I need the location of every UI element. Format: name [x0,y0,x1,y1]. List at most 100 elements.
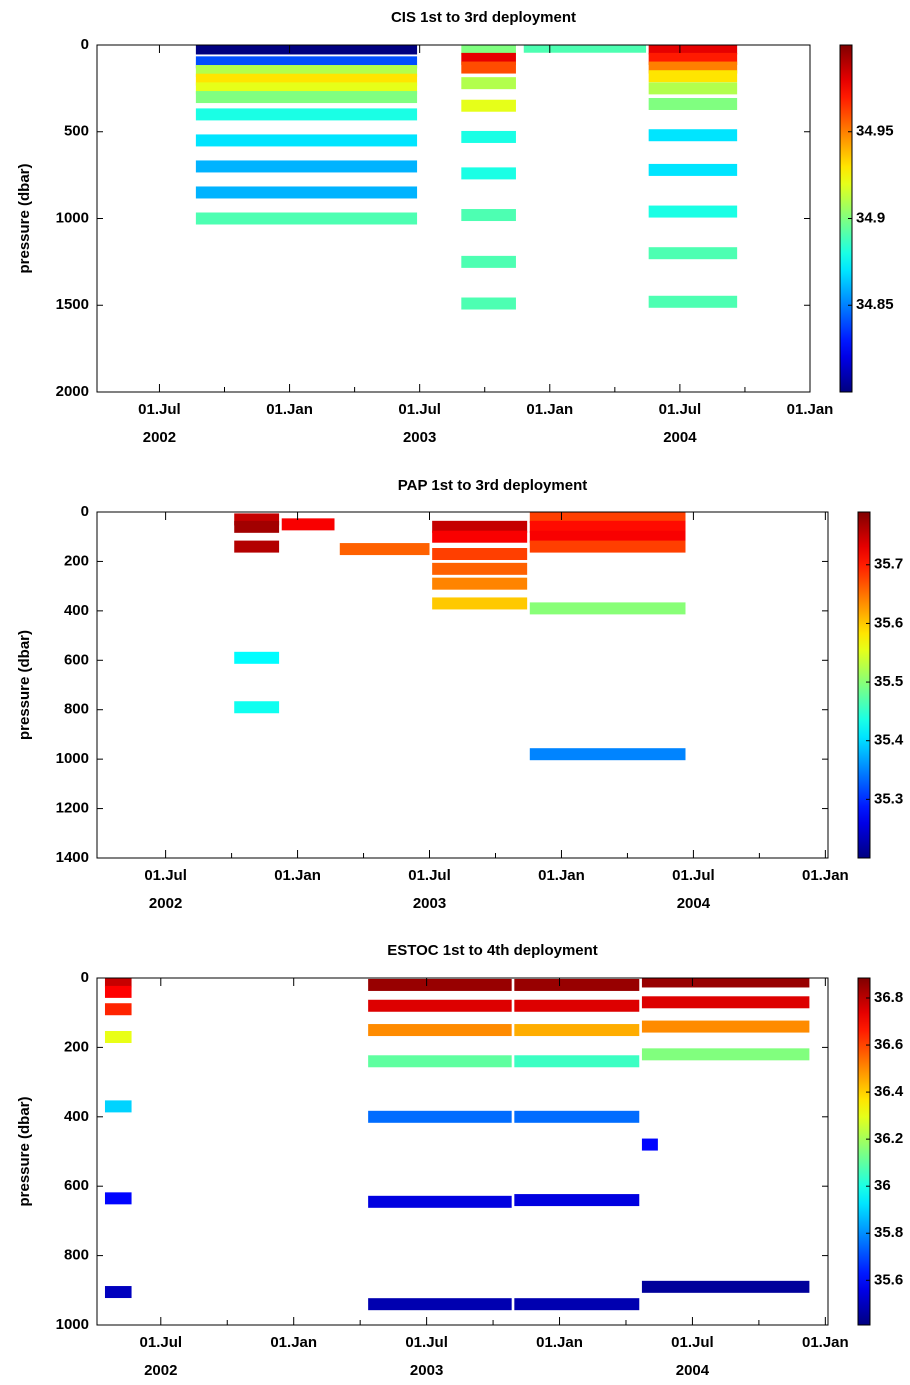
x-tick-label: 01.Jul [405,1334,448,1351]
x-tick-label: 01.Jan [538,867,585,884]
x-tick-label: 01.Jan [270,1334,317,1351]
sensor-band [234,701,280,714]
sensor-band [432,520,528,533]
y-tick-label: 400 [64,602,89,619]
x-year-label: 2004 [676,1362,710,1379]
x-tick-label: 01.Jul [672,867,715,884]
sensor-band [529,748,686,761]
x-tick-label: 01.Jul [398,401,441,418]
colorbar-tick-label: 35.4 [874,732,904,749]
colorbar-tick-label: 36.8 [874,989,903,1006]
sensor-band [641,1280,810,1293]
sensor-band [641,1048,810,1061]
plot-area [195,45,738,310]
y-tick-label: 1000 [56,1316,89,1333]
x-tick-label: 01.Jul [659,401,702,418]
colorbar-tick-label: 35.6 [874,614,903,631]
sensor-band [529,520,686,533]
y-tick-label: 600 [64,651,89,668]
y-axis-label: pressure (dbar) [16,1096,33,1206]
y-tick-label: 800 [64,1247,89,1264]
x-year-label: 2003 [410,1362,443,1379]
sensor-band [368,1110,512,1123]
x-tick-label: 01.Jan [802,1334,849,1351]
sensor-band [641,996,810,1009]
sensor-band [432,597,528,610]
sensor-band [104,985,132,998]
sensor-band [195,134,418,147]
sensor-band [648,295,738,308]
y-tick-label: 1400 [56,849,89,866]
sensor-band [648,129,738,142]
sensor-band [529,602,686,615]
sensor-band [368,1195,512,1208]
sensor-band [648,163,738,176]
colorbar-tick-label: 35.7 [874,556,903,573]
y-axis-label: pressure (dbar) [16,163,33,273]
sensor-band [234,520,280,533]
sensor-band [432,530,528,543]
colorbar-tick-label: 34.85 [856,296,894,313]
colorbar-tick-label: 36.4 [874,1083,904,1100]
sensor-band [461,130,516,143]
x-tick-label: 01.Jan [802,867,849,884]
sensor-band [514,978,640,991]
y-tick-label: 0 [81,36,89,53]
sensor-band [195,45,418,55]
sensor-band [195,212,418,225]
colorbar-tick-label: 34.9 [856,209,885,226]
sensor-band [195,160,418,173]
colorbar-tick-label: 36.2 [874,1130,903,1147]
y-tick-label: 200 [64,1038,89,1055]
x-tick-label: 01.Jul [671,1334,714,1351]
sensor-band [195,91,418,104]
sensor-band [368,978,512,991]
sensor-band [368,1298,512,1311]
sensor-band [529,530,686,543]
colorbar-tick-label: 35.8 [874,1224,903,1241]
sensor-band [281,518,335,531]
x-year-label: 2002 [149,895,182,912]
sensor-band [514,1298,640,1311]
sensor-band [104,1100,132,1113]
sensor-band [461,167,516,180]
y-tick-label: 1500 [56,296,89,313]
sensor-band [104,1286,132,1299]
sensor-band [195,108,418,121]
y-tick-label: 1000 [56,209,89,226]
sensor-band [432,562,528,575]
sensor-band [234,540,280,553]
sensor-band [432,577,528,590]
sensor-band [514,1110,640,1123]
sensor-band [104,1003,132,1016]
sensor-band [461,61,516,74]
x-year-label: 2004 [663,429,697,446]
sensor-band [432,548,528,561]
sensor-band [648,205,738,218]
x-year-label: 2002 [143,429,176,446]
x-tick-label: 01.Jan [274,867,321,884]
sensor-band [529,512,686,523]
sensor-band [648,70,738,83]
y-tick-label: 400 [64,1108,89,1125]
x-year-label: 2004 [677,895,711,912]
sensor-band [648,82,738,95]
sensor-band [368,1024,512,1037]
y-tick-label: 1200 [56,800,89,817]
y-axis-label: pressure (dbar) [16,630,33,740]
sensor-band [104,1030,132,1043]
sensor-band [514,1194,640,1207]
x-tick-label: 01.Jan [536,1334,583,1351]
x-tick-label: 01.Jan [526,401,573,418]
colorbar-tick-label: 35.6 [874,1271,903,1288]
x-tick-label: 01.Jul [144,867,187,884]
sensor-band [514,1055,640,1068]
sensor-band [461,99,516,112]
sensor-band [523,45,647,53]
x-year-label: 2003 [403,429,436,446]
colorbar-tick-label: 36.6 [874,1036,903,1053]
y-tick-label: 2000 [56,383,89,400]
x-year-label: 2002 [144,1362,177,1379]
colorbar-tick-label: 36 [874,1177,891,1194]
x-tick-label: 01.Jan [266,401,313,418]
